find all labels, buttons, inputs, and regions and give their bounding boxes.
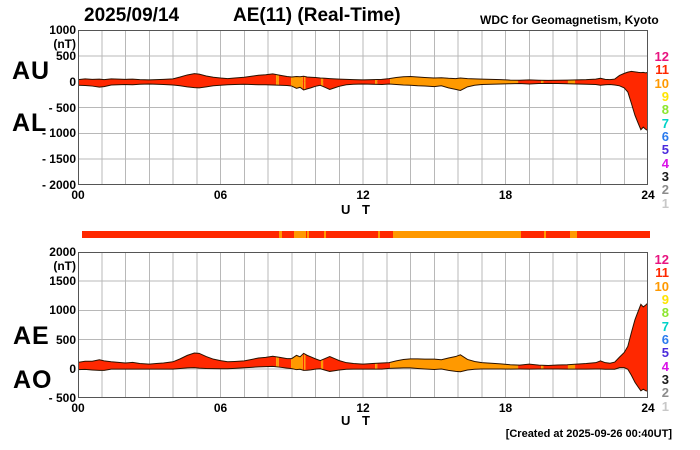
x-tick-label: 18 bbox=[498, 188, 513, 202]
top-panel-chart bbox=[78, 30, 648, 185]
station-bar-segment bbox=[326, 231, 378, 238]
station-count-legend-item: 7 bbox=[661, 318, 669, 334]
station-count-legend-item: 10 bbox=[654, 75, 669, 91]
station-bar-segment bbox=[306, 231, 308, 238]
station-count-legend-item: 7 bbox=[661, 115, 669, 131]
y-tick-label: 500 bbox=[55, 332, 76, 347]
station-count-legend-item: 4 bbox=[661, 358, 669, 374]
series-label-ao: AO bbox=[13, 366, 53, 394]
x-tick-label: 24 bbox=[641, 401, 655, 415]
station-count-legend-item: 5 bbox=[661, 345, 669, 361]
station-bar-segment bbox=[543, 231, 546, 238]
y-tick-label: 2000 bbox=[49, 245, 76, 259]
station-count-legend-item: 6 bbox=[661, 128, 669, 144]
x-axis-title-top: U T bbox=[341, 202, 374, 217]
station-bar-segment bbox=[324, 231, 327, 238]
y-tick-label: - 500 bbox=[48, 391, 76, 405]
series-label-au: AU bbox=[12, 57, 51, 85]
x-tick-label: 00 bbox=[71, 401, 85, 415]
y-tick-label: - 1500 bbox=[41, 152, 76, 167]
x-axis-title-bottom: U T bbox=[341, 413, 374, 428]
page-title: AE(11) (Real-Time) bbox=[233, 5, 401, 26]
x-tick-label: 12 bbox=[356, 401, 370, 415]
station-count-legend-item: 1 bbox=[661, 398, 669, 414]
station-bar-segment bbox=[520, 231, 544, 238]
station-count-legend-item: 8 bbox=[661, 102, 669, 118]
station-count-legend-item: 1 bbox=[661, 195, 669, 211]
org-label: WDC for Geomagnetism, Kyoto bbox=[480, 13, 659, 27]
station-color-bar bbox=[82, 231, 650, 238]
station-bar-segment bbox=[307, 231, 309, 238]
station-bar-segment bbox=[294, 231, 307, 238]
x-tick-label: 06 bbox=[213, 188, 228, 202]
y-tick-label: 1500 bbox=[49, 274, 76, 289]
station-count-legend-item: 10 bbox=[654, 278, 669, 294]
station-count-legend-item: 4 bbox=[661, 155, 669, 171]
station-bar-segment bbox=[393, 231, 521, 238]
y-tick-label: - 500 bbox=[48, 100, 76, 115]
y-axis-unit-label: (nT) bbox=[53, 259, 76, 273]
station-bar-segment bbox=[279, 231, 283, 238]
x-tick-label: 00 bbox=[71, 188, 85, 202]
x-tick-label: 12 bbox=[356, 188, 370, 202]
series-label-al: AL bbox=[12, 109, 48, 137]
x-tick-label: 24 bbox=[641, 188, 655, 202]
station-bar-segment bbox=[82, 231, 280, 238]
station-bar-segment bbox=[577, 231, 650, 238]
station-count-legend-item: 6 bbox=[661, 331, 669, 347]
station-count-legend-item: 9 bbox=[661, 291, 669, 307]
y-tick-label: - 1000 bbox=[41, 126, 76, 141]
station-count-legend-item: 2 bbox=[661, 182, 669, 198]
bottom-panel-chart bbox=[78, 252, 648, 398]
x-tick-label: 18 bbox=[498, 401, 513, 415]
y-tick-label: 0 bbox=[69, 361, 76, 376]
x-tick-label: 06 bbox=[213, 401, 228, 415]
y-tick-label: 1000 bbox=[49, 23, 76, 37]
station-bar-segment bbox=[380, 231, 393, 238]
station-bar-segment bbox=[378, 231, 381, 238]
y-tick-label: 0 bbox=[69, 74, 76, 89]
station-count-legend-item: 3 bbox=[661, 371, 669, 387]
station-count-legend-item: 9 bbox=[661, 88, 669, 104]
station-count-legend-item: 2 bbox=[661, 385, 669, 401]
y-tick-label: - 2000 bbox=[41, 178, 76, 192]
station-bar-segment bbox=[308, 231, 325, 238]
station-count-legend-item: 8 bbox=[661, 305, 669, 321]
date-label: 2025/09/14 bbox=[84, 5, 180, 26]
station-count-legend-item: 11 bbox=[655, 62, 669, 78]
y-tick-label: 1000 bbox=[49, 303, 76, 318]
y-axis-unit-label: (nT) bbox=[53, 37, 76, 51]
created-timestamp: [Created at 2025-09-26 00:40UT] bbox=[505, 428, 672, 440]
station-bar-segment bbox=[282, 231, 295, 238]
station-bar-segment bbox=[570, 231, 578, 238]
series-label-ae: AE bbox=[13, 322, 50, 350]
station-count-legend-item: 11 bbox=[655, 265, 669, 281]
station-bar-segment bbox=[545, 231, 571, 238]
station-count-legend-item: 12 bbox=[654, 252, 669, 267]
station-count-legend-item: 5 bbox=[661, 142, 669, 158]
y-tick-label: 500 bbox=[55, 48, 76, 63]
station-count-legend-item: 3 bbox=[661, 168, 669, 184]
station-count-legend-item: 12 bbox=[654, 49, 669, 64]
